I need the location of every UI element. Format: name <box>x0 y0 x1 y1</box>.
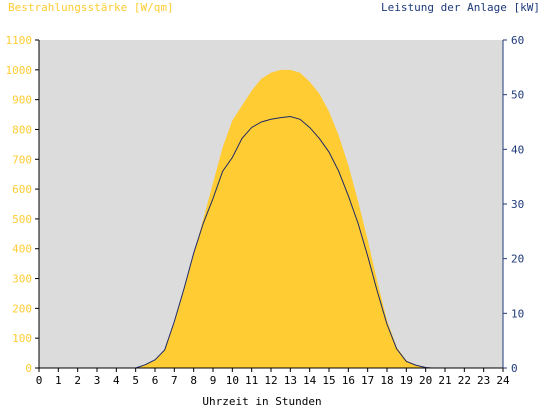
x-tick-label: 12 <box>264 374 277 387</box>
x-tick-label: 3 <box>94 374 101 387</box>
y-left-tick-label: 600 <box>12 183 32 196</box>
x-tick-label: 24 <box>496 374 510 387</box>
x-tick-label: 11 <box>245 374 258 387</box>
left-axis-title: Bestrahlungsstärke [W/qm] <box>8 1 174 14</box>
x-tick-label: 22 <box>458 374 471 387</box>
x-axis-title: Uhrzeit in Stunden <box>202 395 321 408</box>
y-right-tick-label: 10 <box>511 307 524 320</box>
right-axis-title: Leistung der Anlage [kW] <box>381 1 540 14</box>
x-tick-label: 14 <box>303 374 317 387</box>
y-right-tick-label: 20 <box>511 253 524 266</box>
x-tick-label: 20 <box>419 374 432 387</box>
y-left-tick-label: 1100 <box>6 34 33 47</box>
y-left-tick-label: 700 <box>12 153 32 166</box>
y-right-tick-label: 60 <box>511 34 524 47</box>
x-tick-label: 10 <box>226 374 239 387</box>
x-tick-label: 15 <box>322 374 335 387</box>
y-left-tick-label: 900 <box>12 94 32 107</box>
x-tick-label: 13 <box>284 374 297 387</box>
x-tick-label: 7 <box>171 374 178 387</box>
x-tick-label: 1 <box>55 374 62 387</box>
power-line <box>39 116 503 369</box>
y-right-tick-label: 40 <box>511 143 524 156</box>
y-right-tick-label: 50 <box>511 89 524 102</box>
x-tick-label: 17 <box>361 374 374 387</box>
y-left-tick-label: 500 <box>12 213 32 226</box>
x-tick-label: 2 <box>74 374 81 387</box>
x-tick-label: 4 <box>113 374 120 387</box>
y-right-tick-label: 0 <box>511 362 518 375</box>
y-left-tick-label: 800 <box>12 123 32 136</box>
x-tick-label: 18 <box>380 374 393 387</box>
x-tick-label: 0 <box>36 374 43 387</box>
x-tick-label: 8 <box>190 374 197 387</box>
x-tick-label: 21 <box>438 374 451 387</box>
x-tick-label: 5 <box>132 374 139 387</box>
y-left-tick-label: 1000 <box>6 64 33 77</box>
x-tick-label: 19 <box>400 374 413 387</box>
x-tick-label: 23 <box>477 374 490 387</box>
y-left-tick-label: 0 <box>25 362 32 375</box>
irradiance-area <box>135 69 432 368</box>
y-left-tick-label: 300 <box>12 273 32 286</box>
y-right-tick-label: 30 <box>511 198 524 211</box>
x-tick-label: 9 <box>210 374 217 387</box>
y-left-tick-label: 100 <box>12 332 32 345</box>
y-left-tick-label: 400 <box>12 243 32 256</box>
x-tick-label: 6 <box>152 374 159 387</box>
y-left-tick-label: 200 <box>12 302 32 315</box>
x-tick-label: 16 <box>342 374 355 387</box>
